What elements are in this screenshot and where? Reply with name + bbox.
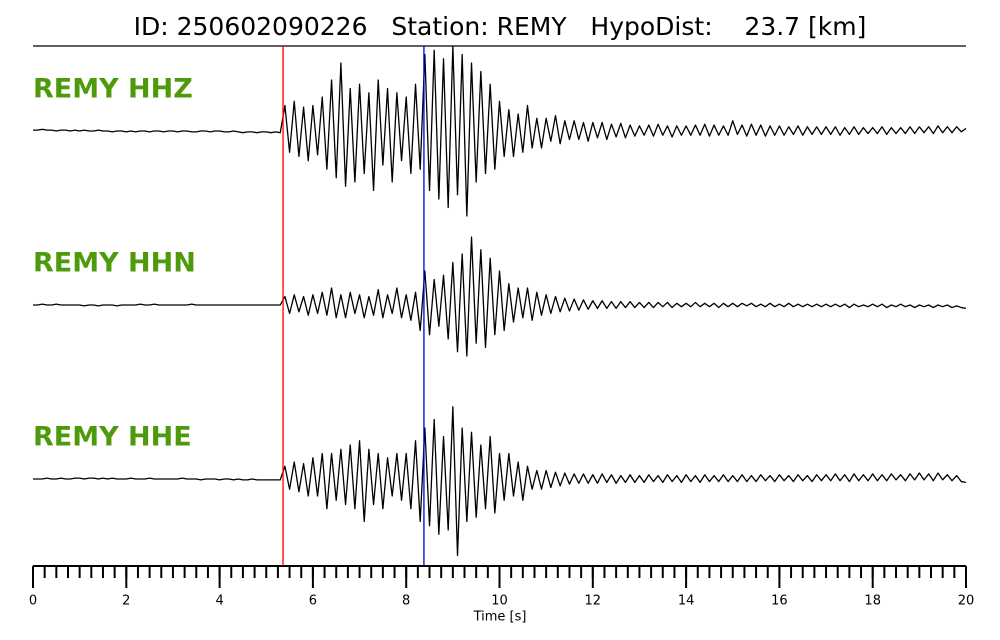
x-tick-label: 6 [309, 594, 317, 609]
trace-label: REMY HHZ [33, 74, 193, 105]
x-tick-label: 2 [122, 594, 130, 609]
x-tick-label: 20 [958, 594, 975, 609]
x-tick-label: 4 [215, 594, 223, 609]
x-tick-label: 10 [491, 594, 508, 609]
x-tick-label: 12 [585, 594, 602, 609]
chart-title: ID: 250602090226 Station: REMY HypoDist:… [134, 12, 867, 41]
x-tick-label: 14 [678, 594, 695, 609]
x-tick-label: 16 [771, 594, 788, 609]
waveform [33, 236, 967, 357]
x-tick-label: 8 [402, 594, 410, 609]
waveform [33, 406, 967, 557]
x-axis-label: Time [s] [473, 610, 527, 625]
x-tick-label: 0 [29, 594, 37, 609]
trace-label: REMY HHN [33, 248, 196, 279]
waveform [33, 45, 967, 217]
trace-label: REMY HHE [33, 422, 192, 453]
x-tick-label: 18 [864, 594, 881, 609]
